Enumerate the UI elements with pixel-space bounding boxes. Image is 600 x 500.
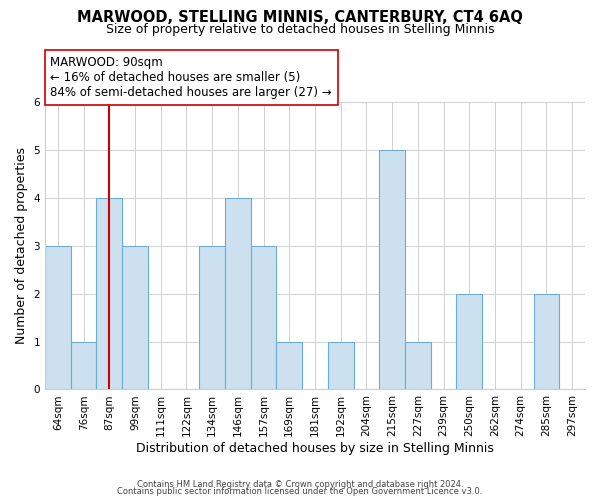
Bar [225,198,251,390]
Text: MARWOOD: 90sqm
← 16% of detached houses are smaller (5)
84% of semi-detached hou: MARWOOD: 90sqm ← 16% of detached houses … [50,56,332,99]
Bar [457,294,482,390]
Bar [71,342,97,390]
Bar [405,342,431,390]
Bar [45,246,71,390]
Bar [379,150,405,390]
Text: Contains public sector information licensed under the Open Government Licence v3: Contains public sector information licen… [118,487,482,496]
Bar [533,294,559,390]
X-axis label: Distribution of detached houses by size in Stelling Minnis: Distribution of detached houses by size … [136,442,494,455]
Bar [122,246,148,390]
Bar [251,246,277,390]
Text: MARWOOD, STELLING MINNIS, CANTERBURY, CT4 6AQ: MARWOOD, STELLING MINNIS, CANTERBURY, CT… [77,10,523,25]
Bar [199,246,225,390]
Bar [277,342,302,390]
Bar [97,198,122,390]
Text: Contains HM Land Registry data © Crown copyright and database right 2024.: Contains HM Land Registry data © Crown c… [137,480,463,489]
Text: Size of property relative to detached houses in Stelling Minnis: Size of property relative to detached ho… [106,22,494,36]
Bar [328,342,353,390]
Y-axis label: Number of detached properties: Number of detached properties [15,147,28,344]
